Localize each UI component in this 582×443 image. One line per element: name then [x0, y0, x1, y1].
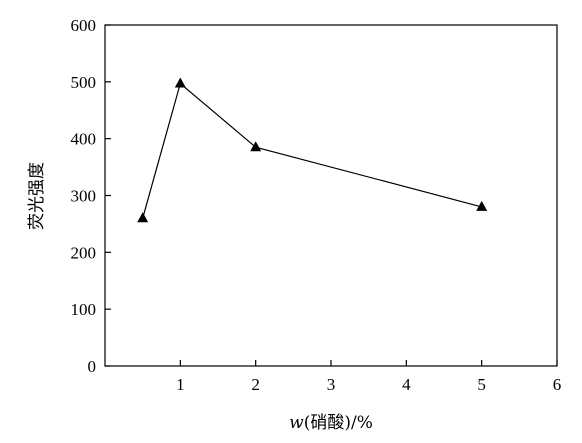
y-tick-label: 400 [71, 130, 97, 149]
series-layer [137, 77, 488, 223]
y-tick-label: 200 [71, 243, 97, 262]
y-tick-label: 100 [71, 300, 97, 319]
x-tick-label: 6 [553, 375, 562, 394]
y-tick-label: 500 [71, 73, 97, 92]
data-point-triangle-marker [174, 77, 186, 88]
y-axis: 0 100 200 300 400 500 600 [71, 16, 111, 376]
x-tick-label: 4 [402, 375, 411, 394]
x-tick-label: 2 [251, 375, 260, 394]
x-tick-label: 1 [176, 375, 185, 394]
x-tick-label: 3 [327, 375, 336, 394]
y-tick-label: 300 [71, 187, 97, 206]
x-tick-label: 5 [477, 375, 486, 394]
data-point-triangle-marker [137, 212, 149, 223]
y-tick-label: 600 [71, 16, 97, 35]
series-line [142, 82, 482, 219]
x-axis: 1 2 3 4 5 6 [176, 360, 561, 394]
x-axis-title-rest: (硝酸)/% [304, 413, 373, 433]
y-tick-label: 0 [88, 357, 97, 376]
plot-area [104, 24, 558, 367]
data-point-triangle-marker [250, 141, 262, 152]
y-axis-title: 荧光强度 [27, 162, 47, 230]
data-point-triangle-marker [476, 200, 488, 211]
x-axis-title: w(硝酸)/% [289, 413, 373, 433]
x-axis-title-variable: w [289, 413, 304, 433]
